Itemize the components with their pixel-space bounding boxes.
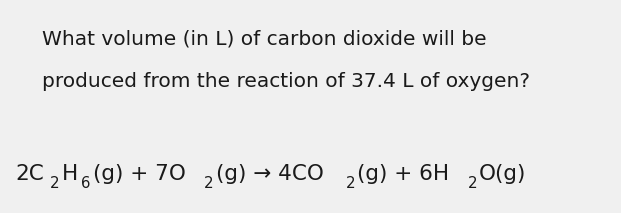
Text: 2: 2: [468, 176, 477, 191]
Text: (g) + 7O: (g) + 7O: [93, 164, 186, 184]
Text: produced from the reaction of 37.4 L of oxygen?: produced from the reaction of 37.4 L of …: [42, 72, 530, 91]
Text: O(g): O(g): [479, 164, 527, 184]
Text: H: H: [62, 164, 78, 184]
Text: 2: 2: [345, 176, 355, 191]
Text: What volume (in L) of carbon dioxide will be: What volume (in L) of carbon dioxide wil…: [42, 30, 486, 49]
Text: 2: 2: [204, 176, 214, 191]
Text: 6: 6: [81, 176, 91, 191]
Text: 2C: 2C: [16, 164, 45, 184]
Text: 2: 2: [50, 176, 60, 191]
Text: (g) → 4CO: (g) → 4CO: [216, 164, 324, 184]
Text: (g) + 6H: (g) + 6H: [357, 164, 449, 184]
